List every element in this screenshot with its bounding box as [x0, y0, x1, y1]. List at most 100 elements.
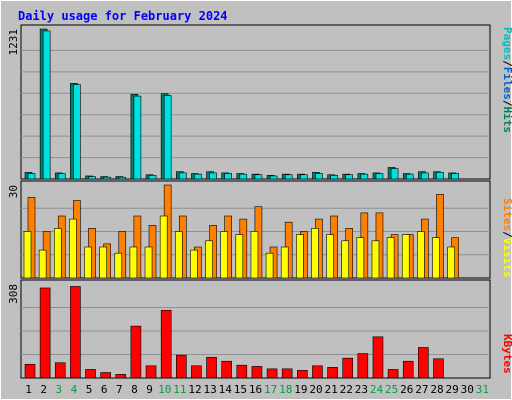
- bar-kbytes-day-25: [387, 369, 399, 379]
- bar-files-day-29: [451, 173, 459, 180]
- x-tick-label-day-16: 16: [249, 383, 262, 396]
- bar-visits-day-7: [114, 252, 123, 279]
- bar-visits-day-29: [447, 246, 455, 279]
- side-legend: Pages/Files/Hits Sites/Visits KBytes: [501, 27, 512, 374]
- bar-files-day-2: [42, 30, 51, 180]
- bar-visits-day-14: [220, 231, 228, 279]
- bar-visits-day-9: [144, 246, 153, 279]
- bar-visits-day-10: [159, 215, 168, 279]
- bar-files-day-5: [88, 176, 96, 180]
- panel-middle: 30: [7, 180, 491, 279]
- bar-kbytes-day-5: [85, 369, 96, 379]
- x-tick-label-day-24: 24: [370, 383, 384, 396]
- bar-files-day-20: [315, 173, 323, 180]
- bar-kbytes-day-9: [145, 365, 157, 379]
- bar-kbytes-day-24: [372, 336, 384, 379]
- bar-kbytes-day-27: [418, 347, 429, 379]
- legend-kbytes: KBytes: [501, 334, 512, 374]
- bar-kbytes-day-13: [206, 356, 217, 379]
- x-tick-label-day-15: 15: [234, 383, 247, 396]
- bar-kbytes-day-17: [266, 368, 278, 379]
- x-tick-label-day-31: 31: [476, 383, 489, 396]
- x-tick-label-day-17: 17: [264, 383, 277, 396]
- bar-visits-day-26: [401, 234, 410, 279]
- bar-visits-day-3: [53, 228, 62, 279]
- bar-files-day-3: [57, 173, 66, 180]
- y-max-label: 1231: [7, 29, 20, 56]
- bar-kbytes-day-23: [357, 353, 369, 379]
- x-tick-label-day-28: 28: [430, 383, 443, 396]
- bar-visits-day-11: [174, 231, 183, 279]
- bar-files-day-6: [103, 176, 111, 180]
- bar-files-day-10: [163, 95, 172, 180]
- chart-panels: 1231 30 308: [7, 24, 491, 379]
- bar-kbytes-day-8: [130, 325, 142, 379]
- x-tick-label-day-7: 7: [116, 383, 123, 396]
- bar-files-day-11: [178, 172, 187, 180]
- bar-visits-day-16: [250, 231, 259, 279]
- bar-visits-day-17: [265, 252, 274, 279]
- bar-kbytes-day-26: [402, 360, 414, 379]
- bar-files-day-9: [148, 175, 157, 180]
- bar-visits-day-20: [311, 228, 319, 279]
- panel-bottom: 308: [7, 279, 491, 379]
- bar-files-day-24: [375, 173, 384, 180]
- bar-kbytes-day-18: [281, 368, 293, 379]
- bar-files-day-25: [390, 168, 399, 180]
- bar-visits-day-19: [296, 234, 304, 279]
- x-tick-label-day-10: 10: [158, 383, 171, 396]
- x-tick-label-day-8: 8: [131, 383, 138, 396]
- bar-visits-day-22: [341, 240, 350, 279]
- bar-files-day-16: [254, 174, 263, 180]
- bar-kbytes-day-10: [160, 309, 172, 379]
- bar-files-day-4: [73, 84, 81, 180]
- x-tick-label-day-14: 14: [219, 383, 233, 396]
- x-tick-label-day-5: 5: [86, 383, 93, 396]
- bar-files-day-14: [224, 173, 232, 180]
- panel-top: 1231: [7, 24, 491, 180]
- bar-files-day-7: [118, 176, 127, 180]
- bar-visits-day-25: [386, 237, 395, 279]
- bar-files-day-1: [27, 173, 36, 180]
- x-tick-label-day-29: 29: [446, 383, 459, 396]
- x-tick-label-day-18: 18: [279, 383, 292, 396]
- bar-kbytes-day-4: [70, 286, 81, 379]
- bar-kbytes-day-14: [221, 360, 232, 379]
- bar-visits-day-21: [326, 234, 334, 279]
- legend-sites-visits: Sites/Visits: [501, 198, 512, 278]
- x-tick-label-day-11: 11: [173, 383, 186, 396]
- bar-files-day-22: [345, 174, 354, 180]
- x-tick-label-day-13: 13: [203, 383, 216, 396]
- bar-visits-day-6: [99, 246, 107, 279]
- bar-kbytes-day-16: [251, 366, 263, 379]
- legend-pages-files-hits: Pages/Files/Hits: [501, 27, 512, 133]
- bar-sites-day-28: [436, 194, 444, 279]
- x-tick-label-day-9: 9: [146, 383, 153, 396]
- bar-files-day-26: [405, 173, 414, 180]
- x-tick-label-day-20: 20: [309, 383, 322, 396]
- x-tick-label-day-6: 6: [101, 383, 108, 396]
- x-tick-label-day-4: 4: [71, 383, 78, 396]
- bar-files-day-8: [133, 95, 142, 180]
- bar-visits-day-8: [129, 246, 138, 279]
- bar-kbytes-day-22: [342, 357, 354, 379]
- bar-visits-day-12: [190, 249, 198, 279]
- bar-visits-day-28: [432, 237, 440, 279]
- bar-files-day-23: [360, 173, 369, 180]
- x-tick-label-day-22: 22: [340, 383, 353, 396]
- x-tick-label-day-2: 2: [40, 383, 47, 396]
- bar-kbytes-day-15: [236, 364, 248, 379]
- bar-visits-day-13: [205, 240, 213, 279]
- y-max-label: 30: [7, 185, 20, 198]
- bar-files-day-13: [209, 172, 217, 180]
- x-tick-label-day-25: 25: [385, 383, 398, 396]
- bar-visits-day-27: [417, 231, 425, 279]
- bar-visits-day-18: [280, 246, 289, 279]
- x-tick-label-day-23: 23: [355, 383, 368, 396]
- x-tick-label-day-3: 3: [56, 383, 63, 396]
- chart-title: Daily usage for February 2024: [18, 9, 228, 23]
- bar-files-day-18: [284, 174, 293, 180]
- bar-kbytes-day-6: [100, 372, 111, 379]
- x-tick-label-day-21: 21: [325, 383, 338, 396]
- bar-files-day-15: [239, 173, 248, 180]
